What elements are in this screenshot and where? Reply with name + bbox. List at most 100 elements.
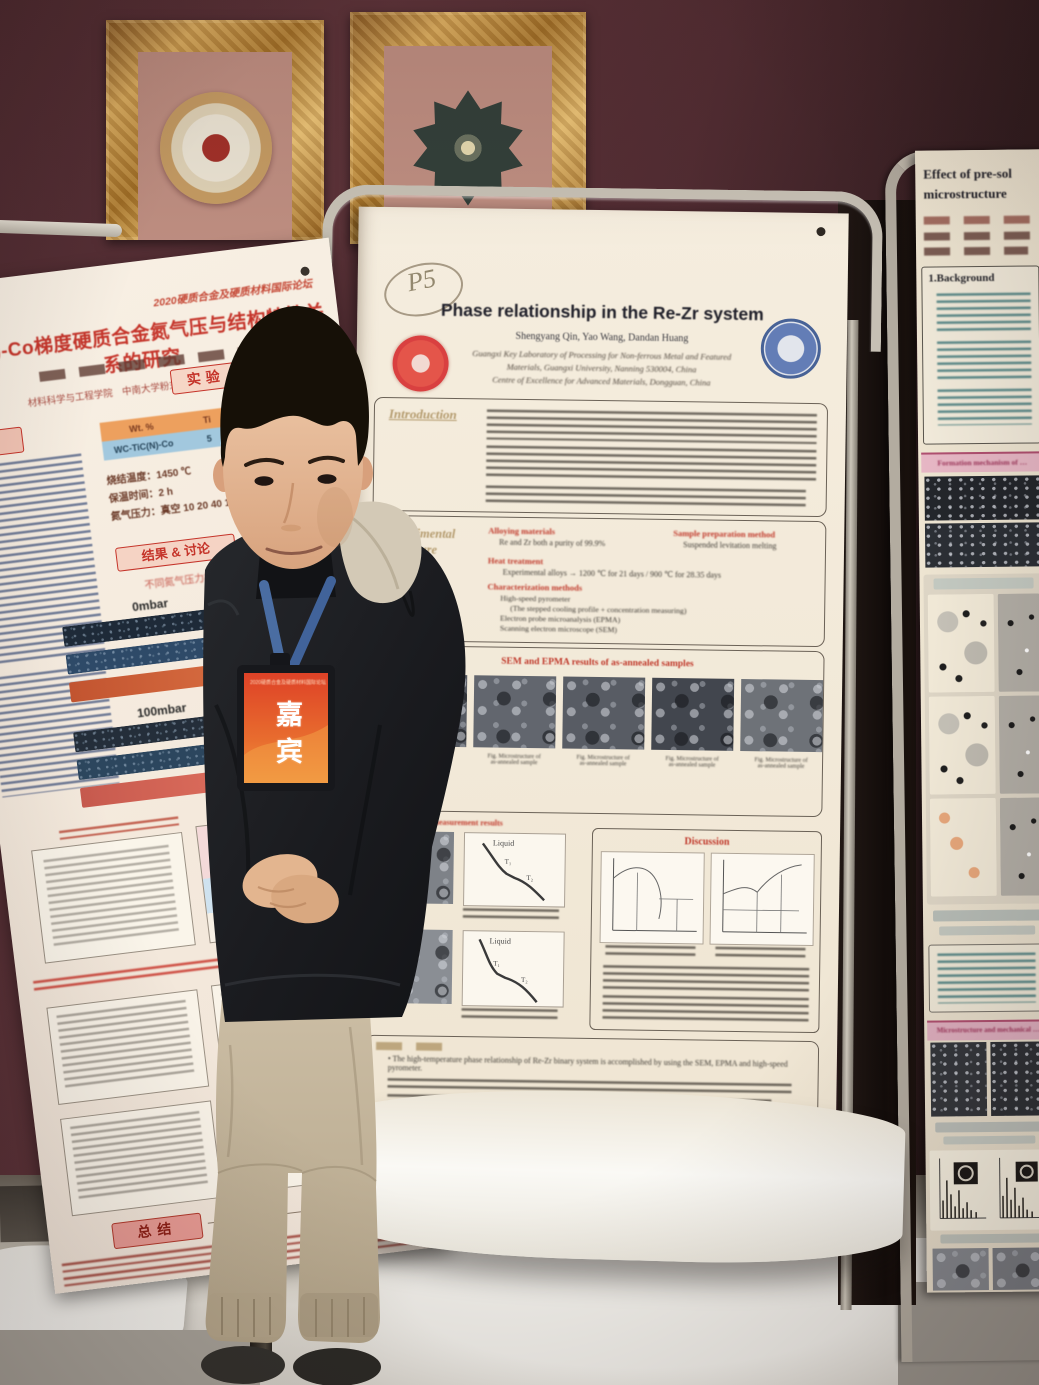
decor: [953, 1162, 978, 1185]
micrograph: [740, 679, 824, 753]
summary-box: [928, 943, 1039, 1013]
xrd-panel: [929, 1149, 1039, 1231]
bullet-lines: [937, 388, 1032, 426]
text-lines: [485, 445, 817, 485]
decor: [723, 864, 802, 895]
exp-text: Experimental alloys → 1200 ℃ for 21 days…: [502, 567, 722, 580]
curve-label: Liquid: [489, 937, 510, 946]
micrograph: [562, 676, 646, 750]
guest-badge: [237, 653, 335, 791]
schematic-cell: [928, 695, 996, 795]
decor: [300, 1293, 378, 1337]
caption-text: as-annealed sample: [490, 759, 538, 767]
decor: [1015, 1161, 1038, 1182]
decor: [999, 1157, 1001, 1218]
decor: [612, 929, 697, 932]
text-lines: [485, 485, 806, 508]
panel-caption-bar: [933, 577, 1034, 590]
exp-subhead: Sample preparation method: [673, 528, 776, 540]
caption-bar: [943, 1135, 1036, 1145]
decor: [208, 1293, 284, 1337]
cooling-curve-panel: Liquid T₁ T₂: [463, 832, 567, 908]
right-poster: Effect of pre-sol microstructure 1.Backg…: [915, 149, 1039, 1293]
schematic-cell: [929, 797, 997, 897]
decor: [722, 931, 807, 934]
eye: [317, 474, 337, 484]
push-pin: [816, 227, 826, 237]
decor: [271, 874, 339, 924]
bullet-lines: [937, 340, 1032, 382]
phase-diagram-sketch: [612, 858, 697, 932]
exp-subhead: Heat treatment: [487, 555, 544, 567]
text-lines: [602, 965, 810, 994]
background-heading: 1.Background: [928, 271, 995, 285]
decor: [224, 973, 401, 987]
decor: [207, 599, 240, 616]
badge-header-text: 2020硬质合金及硬质材料国际论坛: [249, 680, 327, 686]
decor: [214, 704, 382, 896]
affil-line: [923, 231, 1036, 241]
left-column-header: [0, 426, 25, 461]
wall-frame-left: [106, 20, 324, 240]
cheek-shade: [317, 487, 353, 547]
summary-lines: [937, 952, 1036, 1004]
caption-lines: [605, 945, 696, 959]
decor: [957, 1165, 974, 1182]
discussion-heading: Discussion: [684, 836, 730, 848]
sem-block: [924, 522, 1039, 568]
micrograph: [992, 1247, 1039, 1290]
decor: [612, 858, 615, 931]
nose: [282, 482, 295, 524]
micrograph: [651, 677, 735, 751]
decor: [722, 859, 725, 932]
eyebrow: [308, 455, 345, 464]
hood-lining: [339, 501, 422, 604]
person: [201, 306, 466, 1385]
caption-bar: [935, 1121, 1039, 1133]
shoe: [201, 1346, 285, 1384]
formation-heading: Formation mechanism of …: [937, 457, 1028, 468]
nose-shadow: [281, 524, 301, 532]
exp-text: Electron probe microanalysis (EPMA): [499, 613, 621, 625]
exp-text: High-speed pyrometer: [500, 593, 571, 604]
xrd-charts: [939, 1157, 1039, 1220]
decor: [481, 842, 545, 902]
right-poster-title: Effect of pre-sol microstructure: [923, 163, 1039, 203]
decor: [221, 1297, 365, 1337]
hair: [220, 306, 369, 467]
micro-band: Microstructure and mechanical …: [927, 1019, 1039, 1041]
background-section: 1.Background: [921, 265, 1039, 445]
decor: [756, 892, 758, 933]
caption-bar: [940, 1233, 1039, 1244]
medallion-center: [452, 132, 484, 164]
frame-mat: [138, 52, 292, 240]
micro-heading: Microstructure and mechanical …: [936, 1025, 1039, 1035]
caption-text: as-annealed sample: [757, 763, 805, 770]
curve-label: T₂: [526, 874, 533, 882]
head: [213, 306, 373, 569]
push-pin: [300, 266, 311, 277]
cooling-curve-panel: Liquid T₁ T₂: [461, 930, 565, 1008]
flower-medallion: [160, 92, 272, 204]
discussion-section: Discussion: [589, 827, 823, 1034]
text-lines: [486, 409, 817, 445]
curve-label: T₂: [521, 976, 528, 984]
sem-block: [930, 1042, 988, 1117]
phase-diagram: [709, 852, 815, 947]
decor: [636, 872, 638, 931]
decor: [244, 725, 328, 783]
schematic-cell: [927, 593, 995, 693]
caption-text: as-annealed sample: [668, 762, 716, 769]
schematic-cell: [998, 695, 1039, 794]
exp-text: Re and Zr both a purity of 99.9%: [499, 537, 606, 549]
eye: [254, 476, 274, 486]
schematic-cell: [997, 593, 1039, 692]
sem-block: [990, 1041, 1039, 1116]
clasped-hands: [242, 854, 339, 924]
affil-line: [924, 246, 1029, 256]
bullet-lines: [936, 292, 1031, 334]
eyebrow: [244, 458, 284, 467]
curve-label: T₁: [493, 960, 500, 968]
